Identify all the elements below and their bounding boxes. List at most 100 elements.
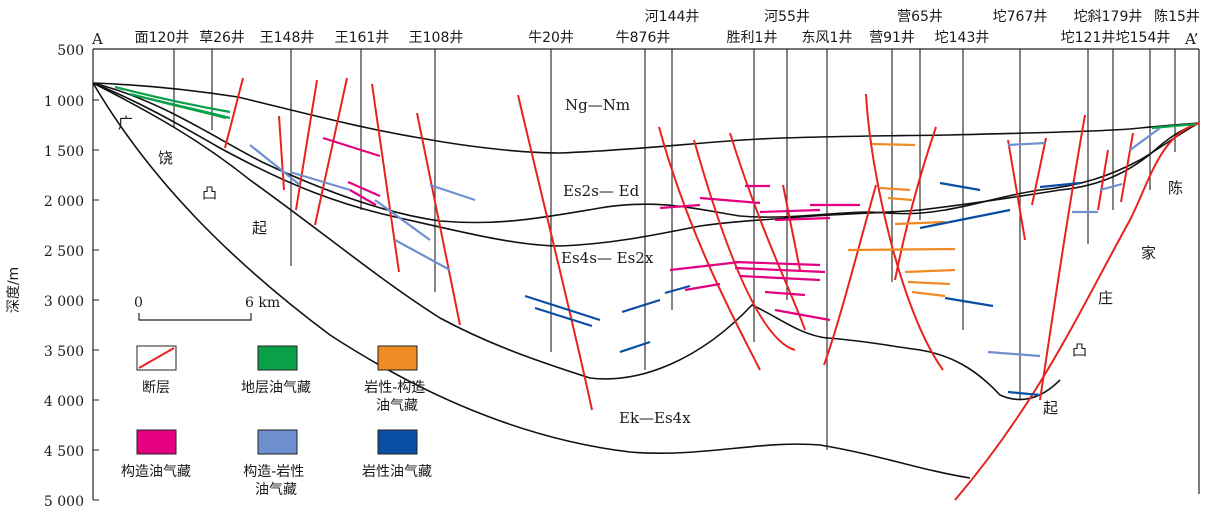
fault bbox=[1031, 137, 1047, 206]
uplift-char: 广 bbox=[118, 114, 133, 132]
legend-structural-lithologic-box bbox=[257, 429, 298, 455]
fault bbox=[278, 115, 285, 191]
stratigraphic-reservoirs bbox=[114, 85, 1197, 130]
reservoir-lens bbox=[699, 196, 761, 205]
wells bbox=[173, 49, 1176, 450]
legend-label-line: 构造-岩性 bbox=[243, 464, 304, 480]
reservoir-lens bbox=[659, 203, 701, 210]
reservoir-lens bbox=[739, 274, 821, 282]
horizon-ek-top bbox=[92, 82, 1061, 401]
formation-label-ek-es4: Ek—Es4x bbox=[619, 409, 691, 427]
fault bbox=[729, 132, 806, 331]
horizon-ed-base bbox=[92, 82, 1200, 224]
reservoir-lens bbox=[684, 282, 721, 292]
reservoir-lens bbox=[907, 280, 951, 286]
uplift-char: 庄 bbox=[1098, 289, 1113, 307]
reservoir-lens bbox=[149, 97, 227, 120]
fault bbox=[693, 139, 796, 351]
depth-axis-label: 深度/m bbox=[6, 267, 22, 313]
reservoir-lens bbox=[374, 199, 431, 241]
legend-label: 构造-岩性 油气藏 bbox=[243, 464, 309, 498]
well-label: 坨767井 bbox=[993, 8, 1048, 25]
reservoir-lens bbox=[429, 183, 476, 202]
reservoir-lens bbox=[734, 266, 826, 274]
uplift-char: 饶 bbox=[158, 149, 173, 167]
well-label: 牛876井 bbox=[616, 30, 671, 46]
reservoir-lens bbox=[764, 290, 806, 297]
fault bbox=[782, 184, 801, 271]
fault bbox=[1120, 132, 1134, 203]
scale-bar-line bbox=[138, 313, 252, 321]
horizon-ng-base bbox=[92, 82, 1200, 154]
scale-bar: 0 6 km bbox=[134, 295, 280, 321]
legend-label-line: 油气藏 bbox=[255, 482, 297, 498]
fault bbox=[295, 79, 318, 211]
depth-tick-label: 2 500 bbox=[44, 244, 84, 260]
legend-stratigraphic-box bbox=[257, 345, 298, 371]
reservoir-lens bbox=[847, 247, 956, 252]
structural-reservoirs bbox=[322, 136, 860, 322]
structural-lithologic-reservoirs bbox=[249, 127, 1161, 358]
reservoir-lens bbox=[322, 136, 381, 158]
depth-tick-label: 500 bbox=[57, 43, 84, 59]
well-label: 东风1井 bbox=[802, 30, 853, 46]
reservoir-lens bbox=[887, 196, 913, 202]
formation-labels: Ng—Nm Es2s— Ed Es4s— Es2x Ek—Es4x bbox=[561, 96, 691, 427]
fault bbox=[416, 112, 461, 326]
uplift-char: 陈 bbox=[1168, 179, 1183, 197]
well-label: 营65井 bbox=[897, 9, 943, 25]
well-label: 陈15井 bbox=[1154, 8, 1200, 25]
horizon-basement bbox=[92, 82, 971, 479]
faults bbox=[224, 77, 1200, 501]
fault bbox=[314, 77, 348, 226]
well-label: 坨154井 bbox=[1116, 29, 1171, 46]
lithologic-reservoirs bbox=[524, 181, 1081, 397]
well-label: 草26井 bbox=[199, 30, 245, 46]
depth-tick-label: 3 000 bbox=[44, 294, 84, 310]
legend-label: 构造油气藏 bbox=[121, 464, 191, 480]
depth-tick-label: 5 000 bbox=[44, 494, 84, 510]
scale-bar-end: 6 km bbox=[245, 295, 280, 311]
reservoir-lens bbox=[911, 290, 946, 298]
well-label: 坨121井 bbox=[1061, 29, 1116, 46]
uplift-labels-right: 陈 家 庄 凸 起 bbox=[1043, 179, 1183, 417]
reservoir-lens bbox=[394, 239, 451, 271]
well-label: 王108井 bbox=[409, 30, 464, 46]
fault bbox=[823, 184, 877, 366]
depth-tick-label: 1 000 bbox=[44, 94, 84, 110]
well-label: 营91井 bbox=[869, 30, 915, 46]
depth-tick-label: 4 500 bbox=[44, 444, 84, 460]
legend-label-line: 岩性-构造 bbox=[364, 380, 425, 396]
legend-label: 岩性油气藏 bbox=[362, 464, 432, 480]
legend-lithologic-box bbox=[377, 429, 418, 455]
formation-label-es4-es2: Es4s— Es2x bbox=[561, 249, 654, 267]
reservoir-lens bbox=[249, 144, 301, 186]
reservoir-lens bbox=[1039, 181, 1081, 189]
well-label: 王161井 bbox=[335, 30, 390, 46]
depth-tick-label: 4 000 bbox=[44, 394, 84, 410]
fault bbox=[865, 93, 944, 371]
uplift-char: 起 bbox=[252, 219, 267, 237]
reservoir-lens bbox=[669, 260, 741, 272]
reservoir-lens bbox=[774, 216, 831, 222]
uplift-char: 起 bbox=[1043, 399, 1058, 417]
horizon-es4-base bbox=[92, 82, 1200, 247]
legend-lithologic-structural-box bbox=[377, 345, 418, 371]
legend-label: 断层 bbox=[142, 380, 170, 396]
reservoir-lens bbox=[621, 298, 661, 314]
formation-label-ng-nm: Ng—Nm bbox=[565, 96, 630, 114]
depth-tick-label: 2 000 bbox=[44, 194, 84, 210]
reservoir-lens bbox=[1099, 182, 1123, 192]
scale-bar-start: 0 bbox=[134, 295, 143, 311]
reservoir-lens bbox=[347, 180, 381, 198]
formation-label-es2-ed: Es2s— Ed bbox=[563, 182, 640, 200]
well-labels-bottom: 面120井 草26井 王148井 王161井 王108井 牛20井 牛876井 … bbox=[135, 29, 1171, 46]
depth-ticks bbox=[93, 48, 99, 501]
reservoir-lens bbox=[894, 220, 946, 226]
reservoir-lens bbox=[904, 268, 956, 274]
uplift-labels-left: 广 饶 凸 起 bbox=[118, 114, 267, 237]
depth-tick-labels: 500 1 000 1 500 2 000 2 500 3 000 3 500 … bbox=[44, 43, 84, 510]
fault bbox=[954, 122, 1200, 501]
